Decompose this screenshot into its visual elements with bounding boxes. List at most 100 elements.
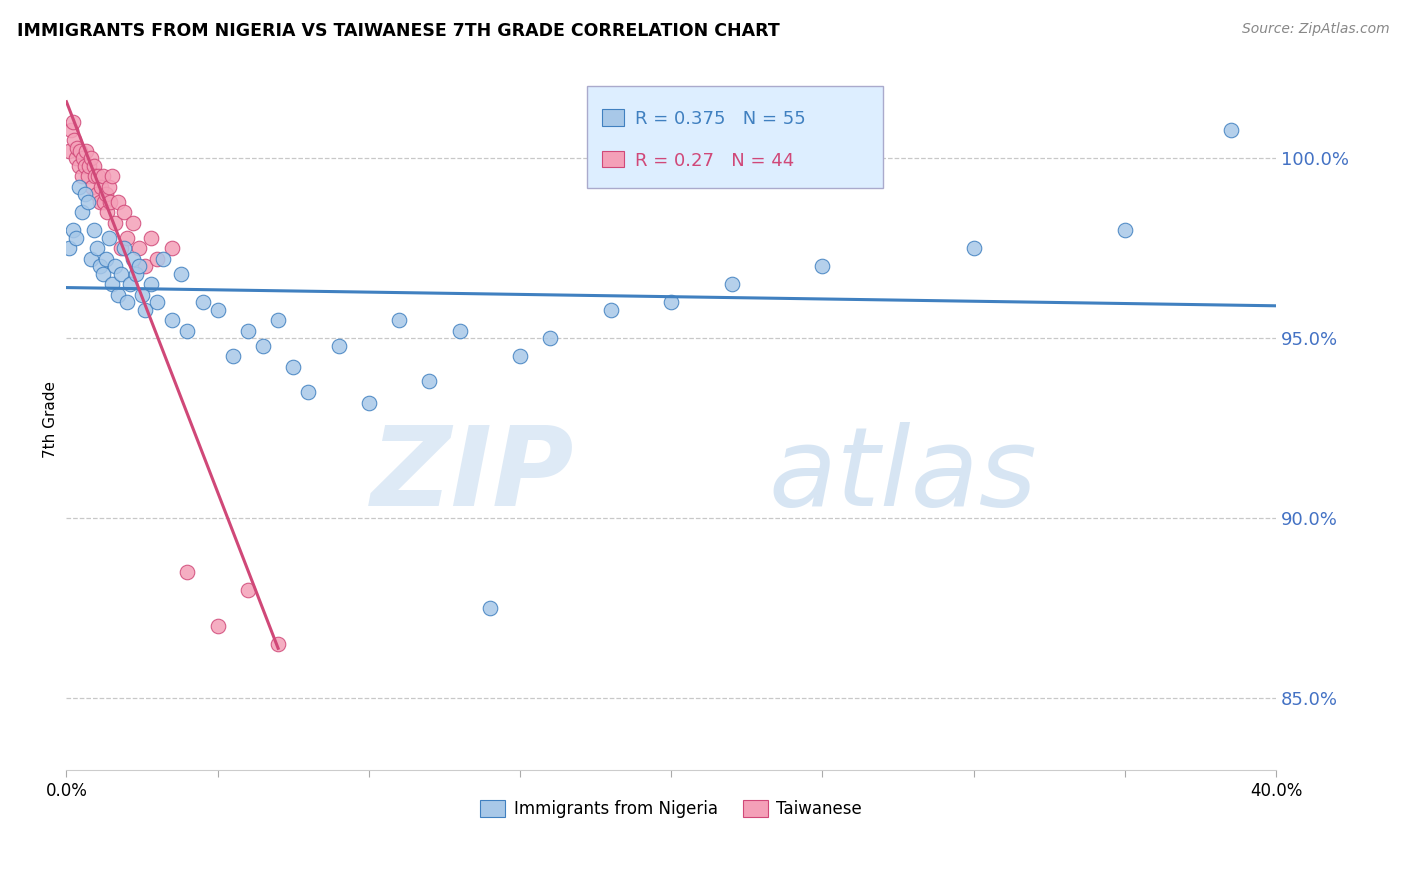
- Point: [146, 295, 169, 310]
- Point: [65, 230, 87, 244]
- Point: [91, 169, 114, 184]
- Point: [75, 145, 97, 159]
- Point: [69, 145, 91, 159]
- Point: [283, 360, 305, 375]
- Point: [115, 295, 138, 310]
- Point: [97, 230, 120, 244]
- Point: [83, 159, 105, 173]
- Point: [128, 260, 150, 274]
- Point: [252, 338, 274, 352]
- Point: [509, 349, 531, 363]
- Point: [131, 288, 153, 302]
- Point: [139, 230, 162, 244]
- Point: [104, 260, 127, 274]
- Point: [73, 187, 96, 202]
- Point: [82, 180, 104, 194]
- Point: [70, 205, 93, 219]
- Point: [79, 152, 101, 166]
- Point: [66, 141, 89, 155]
- Point: [84, 169, 107, 184]
- Point: [110, 267, 132, 281]
- Legend: Immigrants from Nigeria, Taiwanese: Immigrants from Nigeria, Taiwanese: [474, 793, 869, 825]
- Point: [328, 338, 350, 352]
- Point: [112, 241, 135, 255]
- Point: [162, 241, 184, 255]
- Point: [176, 324, 198, 338]
- Y-axis label: 7th Grade: 7th Grade: [44, 381, 58, 458]
- FancyBboxPatch shape: [602, 151, 624, 167]
- Point: [67, 159, 90, 173]
- Point: [89, 260, 111, 274]
- Point: [79, 252, 101, 267]
- Point: [176, 565, 198, 579]
- Point: [236, 583, 259, 598]
- Point: [112, 205, 135, 219]
- Point: [599, 302, 621, 317]
- Text: ZIP: ZIP: [371, 422, 575, 529]
- Point: [72, 152, 94, 166]
- Point: [94, 252, 117, 267]
- Point: [58, 241, 80, 255]
- Point: [91, 267, 114, 281]
- Point: [207, 302, 229, 317]
- Point: [146, 252, 169, 267]
- Point: [152, 252, 174, 267]
- Point: [207, 619, 229, 633]
- Point: [101, 169, 124, 184]
- Point: [115, 230, 138, 244]
- Point: [97, 180, 120, 194]
- Point: [93, 194, 115, 209]
- Text: atlas: atlas: [768, 422, 1036, 529]
- Point: [122, 252, 145, 267]
- Text: R = 0.375   N = 55: R = 0.375 N = 55: [636, 110, 806, 128]
- Point: [134, 260, 156, 274]
- Point: [811, 260, 834, 274]
- Text: Source: ZipAtlas.com: Source: ZipAtlas.com: [1241, 22, 1389, 37]
- Point: [107, 194, 129, 209]
- Point: [101, 277, 124, 292]
- Point: [59, 122, 82, 136]
- Point: [538, 331, 561, 345]
- Point: [659, 295, 682, 310]
- Point: [267, 637, 290, 651]
- Point: [62, 115, 84, 129]
- Point: [104, 216, 127, 230]
- Point: [297, 385, 319, 400]
- Point: [65, 152, 87, 166]
- Point: [86, 187, 108, 202]
- Point: [96, 205, 118, 219]
- Point: [87, 169, 110, 184]
- Point: [67, 180, 90, 194]
- Point: [191, 295, 214, 310]
- Point: [162, 313, 184, 327]
- Point: [110, 241, 132, 255]
- Point: [70, 169, 93, 184]
- Point: [98, 194, 121, 209]
- Point: [139, 277, 162, 292]
- Point: [236, 324, 259, 338]
- Point: [962, 241, 984, 255]
- Point: [134, 302, 156, 317]
- Point: [1219, 122, 1241, 136]
- Point: [76, 169, 98, 184]
- Point: [418, 375, 440, 389]
- Point: [77, 159, 100, 173]
- Point: [122, 216, 145, 230]
- FancyBboxPatch shape: [586, 86, 883, 188]
- Point: [86, 241, 108, 255]
- Point: [449, 324, 471, 338]
- Point: [83, 223, 105, 237]
- Point: [478, 601, 501, 615]
- Text: IMMIGRANTS FROM NIGERIA VS TAIWANESE 7TH GRADE CORRELATION CHART: IMMIGRANTS FROM NIGERIA VS TAIWANESE 7TH…: [17, 22, 779, 40]
- Point: [1114, 223, 1136, 237]
- FancyBboxPatch shape: [602, 109, 624, 126]
- Point: [267, 313, 290, 327]
- Point: [89, 194, 111, 209]
- Point: [222, 349, 245, 363]
- Point: [73, 159, 96, 173]
- Point: [357, 396, 380, 410]
- Point: [90, 180, 112, 194]
- Point: [118, 277, 141, 292]
- Point: [58, 145, 80, 159]
- Point: [128, 241, 150, 255]
